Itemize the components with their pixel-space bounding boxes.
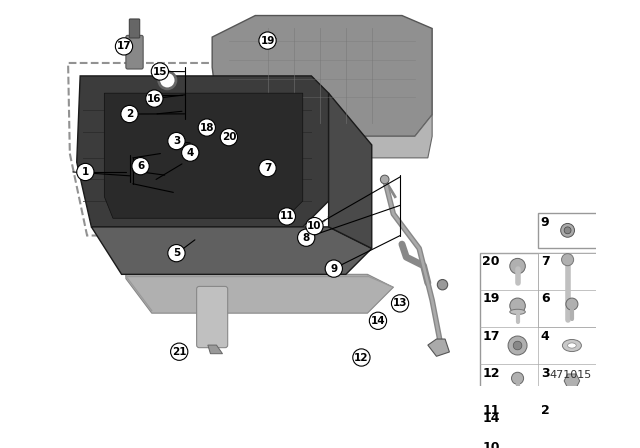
Text: 20: 20 — [221, 132, 236, 142]
Polygon shape — [104, 93, 303, 218]
Circle shape — [564, 227, 571, 234]
Text: 6: 6 — [137, 161, 144, 171]
Text: 1: 1 — [82, 167, 89, 177]
Circle shape — [151, 63, 168, 80]
Circle shape — [168, 133, 185, 150]
Text: 9: 9 — [541, 215, 550, 228]
Circle shape — [510, 258, 525, 274]
Text: 4: 4 — [541, 330, 550, 343]
Text: 19: 19 — [482, 293, 500, 306]
Polygon shape — [221, 115, 432, 158]
Text: 19: 19 — [260, 35, 275, 46]
Text: 471015: 471015 — [550, 370, 592, 379]
Circle shape — [168, 245, 185, 262]
Text: 15: 15 — [152, 66, 167, 77]
FancyBboxPatch shape — [196, 286, 228, 348]
Polygon shape — [212, 16, 432, 136]
Polygon shape — [564, 374, 580, 388]
Text: 16: 16 — [147, 94, 162, 103]
Circle shape — [115, 38, 132, 55]
Circle shape — [380, 175, 389, 184]
Text: 14: 14 — [371, 316, 385, 326]
Text: 4: 4 — [187, 148, 194, 158]
Circle shape — [513, 341, 522, 350]
Circle shape — [159, 72, 176, 89]
Polygon shape — [92, 227, 372, 274]
Circle shape — [162, 75, 172, 86]
Polygon shape — [126, 274, 394, 313]
Text: 11: 11 — [280, 211, 294, 221]
Polygon shape — [208, 345, 223, 354]
FancyBboxPatch shape — [538, 253, 597, 327]
Circle shape — [566, 298, 578, 310]
Text: 9: 9 — [330, 263, 337, 274]
Ellipse shape — [509, 414, 526, 426]
Circle shape — [77, 164, 94, 181]
Circle shape — [259, 32, 276, 49]
Text: 7: 7 — [541, 255, 550, 268]
Text: 17: 17 — [482, 330, 500, 343]
Circle shape — [171, 343, 188, 360]
Circle shape — [353, 349, 370, 366]
Text: 3: 3 — [541, 366, 550, 379]
Circle shape — [561, 254, 573, 266]
Polygon shape — [328, 93, 372, 249]
Circle shape — [306, 217, 323, 235]
Polygon shape — [428, 339, 449, 356]
Circle shape — [510, 298, 525, 314]
FancyBboxPatch shape — [479, 253, 597, 448]
Circle shape — [298, 229, 315, 246]
Circle shape — [369, 312, 387, 329]
Text: 12: 12 — [482, 366, 500, 379]
Text: 2: 2 — [126, 109, 133, 119]
Text: 10: 10 — [482, 441, 500, 448]
Circle shape — [437, 280, 447, 290]
FancyBboxPatch shape — [126, 35, 143, 69]
Circle shape — [392, 295, 409, 312]
Text: 14: 14 — [482, 412, 500, 425]
FancyBboxPatch shape — [129, 19, 140, 38]
Circle shape — [146, 90, 163, 107]
Text: 18: 18 — [200, 123, 214, 133]
Text: 8: 8 — [303, 233, 310, 243]
Text: 6: 6 — [541, 293, 550, 306]
Text: 5: 5 — [173, 248, 180, 258]
Circle shape — [132, 158, 149, 175]
Circle shape — [325, 260, 342, 277]
Text: 2: 2 — [541, 404, 550, 417]
Text: 10: 10 — [307, 221, 322, 231]
Text: 12: 12 — [354, 353, 369, 362]
Circle shape — [121, 105, 138, 123]
Circle shape — [511, 372, 524, 384]
Text: 13: 13 — [393, 298, 407, 308]
Text: 7: 7 — [264, 163, 271, 173]
Circle shape — [220, 129, 237, 146]
Text: 17: 17 — [116, 41, 131, 52]
Circle shape — [259, 159, 276, 177]
Circle shape — [561, 224, 575, 237]
FancyBboxPatch shape — [538, 213, 597, 249]
Text: 11: 11 — [482, 404, 500, 417]
Text: 20: 20 — [482, 255, 500, 268]
Circle shape — [198, 119, 216, 136]
Polygon shape — [77, 76, 328, 227]
Ellipse shape — [510, 309, 525, 314]
Circle shape — [508, 336, 527, 355]
Ellipse shape — [568, 343, 576, 348]
Circle shape — [278, 208, 296, 225]
Text: 21: 21 — [172, 347, 186, 357]
Text: 3: 3 — [173, 136, 180, 146]
Ellipse shape — [513, 417, 522, 423]
Circle shape — [182, 144, 199, 161]
Ellipse shape — [563, 340, 581, 352]
